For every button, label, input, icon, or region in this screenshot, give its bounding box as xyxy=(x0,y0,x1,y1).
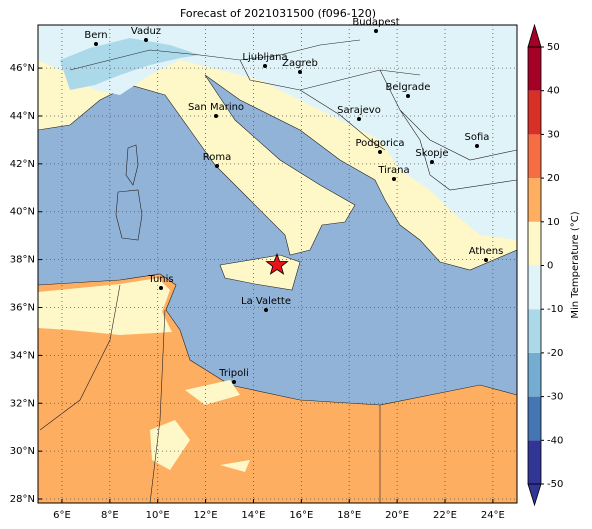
city-label: Zagreb xyxy=(282,58,318,69)
colorbar-segment xyxy=(528,396,541,441)
y-tick-label: 30°N xyxy=(10,446,35,457)
map-frame xyxy=(37,24,518,504)
x-tick-label: 14°E xyxy=(241,510,265,521)
colorbar-segment xyxy=(528,309,541,353)
colorbar-tick-label: 0 xyxy=(547,261,553,272)
colorbar-tick-label: -40 xyxy=(547,435,563,446)
colorbar-segment xyxy=(528,221,541,266)
colorbar-tick-label: -30 xyxy=(547,392,563,403)
x-tick-label: 8°E xyxy=(101,510,119,521)
colorbar-tick-label: -10 xyxy=(547,304,563,315)
city-label: Podgorica xyxy=(355,138,404,149)
tunisia-region xyxy=(38,278,172,335)
city-label: Vaduz xyxy=(131,26,161,37)
colorbar-tick-label: 50 xyxy=(547,42,560,53)
x-tick-label: 10°E xyxy=(146,510,170,521)
x-tick-label: 24°E xyxy=(481,510,505,521)
city-label: Skopje xyxy=(415,148,448,159)
city-dot xyxy=(378,150,382,154)
city-dot xyxy=(406,94,410,98)
cold-region xyxy=(38,25,517,240)
colorbar-segment xyxy=(528,440,541,484)
colorbar-tick-label: -20 xyxy=(547,348,563,359)
desert-patch xyxy=(150,380,250,472)
city-dot xyxy=(374,29,378,33)
y-tick-label: 38°N xyxy=(10,255,35,266)
title: Forecast of 2021031500 (f096-120) xyxy=(180,7,376,20)
colorbar-tick-label: 10 xyxy=(547,217,560,228)
sardinia xyxy=(115,189,143,241)
city-dot xyxy=(144,38,148,42)
city-label: San Marino xyxy=(188,102,244,113)
city-dot xyxy=(298,70,302,74)
colorbar-segment xyxy=(528,90,541,135)
y-tick-label: 36°N xyxy=(10,302,35,313)
y-tick-label: 44°N xyxy=(10,111,35,122)
colorbar-extend-bottom xyxy=(527,483,542,507)
colorbar-segment xyxy=(528,265,541,310)
colorbar-tick-label: 30 xyxy=(547,129,560,140)
y-tick-label: 42°N xyxy=(10,159,35,170)
colorbar-segment xyxy=(528,47,541,91)
city-dot xyxy=(214,114,218,118)
city-dot xyxy=(392,177,396,181)
city-label: Belgrade xyxy=(386,82,431,93)
city-dot xyxy=(263,64,267,68)
city-dot xyxy=(475,144,479,148)
city-label: Tripoli xyxy=(218,368,249,379)
x-tick-label: 6°E xyxy=(53,510,71,521)
city-label: Athens xyxy=(469,246,504,257)
city-label: Tunis xyxy=(147,274,173,285)
y-tick-label: 28°N xyxy=(10,494,35,505)
x-tick-label: 16°E xyxy=(289,510,313,521)
city-label: La Valette xyxy=(241,296,291,307)
star-marker xyxy=(265,252,289,275)
colorbar-segment xyxy=(528,134,541,179)
x-tick-label: 20°E xyxy=(385,510,409,521)
alps-region xyxy=(60,38,200,90)
x-tick-label: 18°E xyxy=(337,510,361,521)
colorbar-label: Min Temperature (°C) xyxy=(570,211,581,318)
country-borders xyxy=(39,39,517,503)
city-dot xyxy=(430,160,434,164)
city-label: Roma xyxy=(203,152,232,163)
city-label: Sofia xyxy=(465,132,490,143)
city-label: Budapest xyxy=(352,17,399,28)
colorbar-tick-label: 20 xyxy=(547,173,560,184)
colorbar-segment xyxy=(528,352,541,397)
colorbar-segment xyxy=(528,178,541,222)
x-tick-label: 22°E xyxy=(433,510,457,521)
y-tick-label: 46°N xyxy=(10,63,35,74)
colorbar-tick-label: 40 xyxy=(547,86,560,97)
colorbar-frame xyxy=(527,46,542,485)
colorbar-extend-top xyxy=(527,23,542,48)
city-dot xyxy=(357,117,361,121)
y-tick-label: 32°N xyxy=(10,398,35,409)
city-dot xyxy=(94,42,98,46)
city-dot xyxy=(232,380,236,384)
city-dot xyxy=(264,308,268,312)
city-label: Sarajevo xyxy=(337,105,381,116)
city-dot xyxy=(215,164,219,168)
y-tick-label: 34°N xyxy=(10,350,35,361)
y-tick-label: 40°N xyxy=(10,207,35,218)
city-dot xyxy=(484,258,488,262)
city-dot xyxy=(159,286,163,290)
city-label: Tirana xyxy=(377,165,409,176)
corsica xyxy=(125,144,139,186)
colorbar-tick-label: -50 xyxy=(547,479,563,490)
city-label: Ljubljana xyxy=(242,52,287,63)
x-tick-label: 12°E xyxy=(194,510,218,521)
city-label: Bern xyxy=(84,30,107,41)
